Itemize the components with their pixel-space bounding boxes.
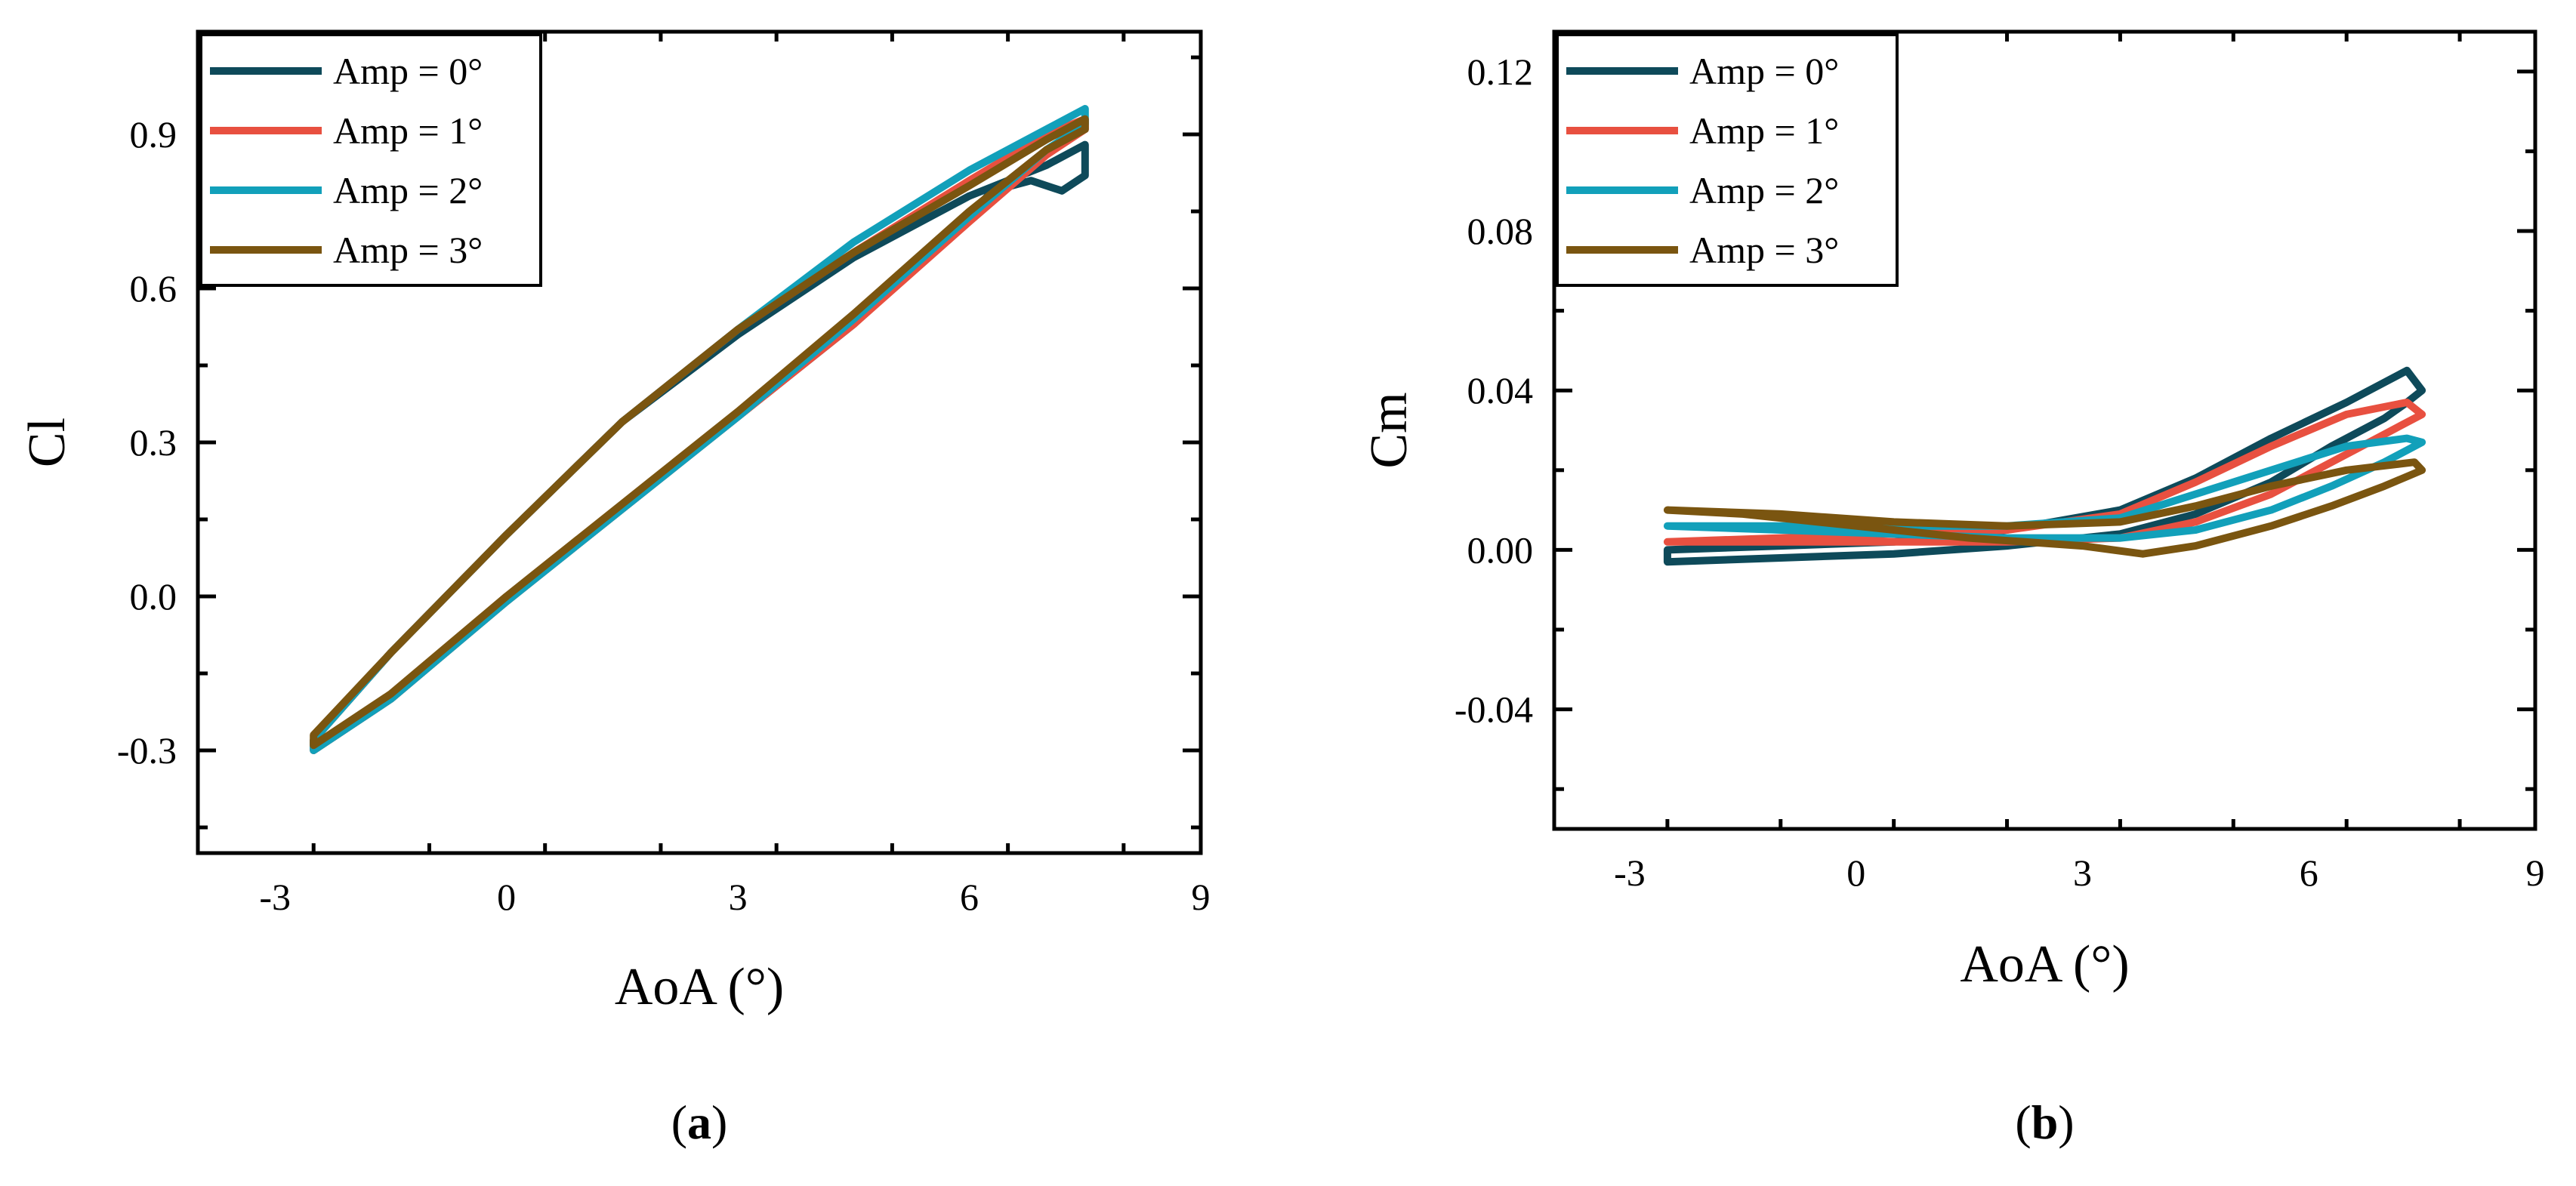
x-tick-label: 6 <box>960 876 979 918</box>
legend-box <box>1556 33 1899 287</box>
y-tick-label: 0.6 <box>130 267 177 310</box>
legend-label-1: Amp = 1° <box>1689 109 1839 152</box>
legend-label-2: Amp = 2° <box>333 169 483 211</box>
panel-label: (b) <box>2015 1095 2074 1149</box>
series-line-3 <box>1663 458 2426 558</box>
x-tick-label: 9 <box>2526 852 2545 894</box>
x-axis-title: AoA (°) <box>1960 935 2129 993</box>
legend-label-3: Amp = 3° <box>333 229 483 271</box>
y-tick-label: -0.04 <box>1455 688 1533 731</box>
panel-label: (a) <box>671 1095 728 1149</box>
chart-panel-b: -3 0 3 6 9 -0.04 0.00 0.04 0.08 0.12 AoA (°) Cm Amp … <box>1360 29 2545 1149</box>
y-tick-label: 0.08 <box>1467 210 1534 252</box>
x-tick-label: 0 <box>497 876 516 918</box>
x-axis-title: AoA (°) <box>615 958 784 1016</box>
y-axis-title: Cm <box>1360 392 1418 468</box>
y-tick-label: 0.3 <box>130 421 177 464</box>
x-tick-label: -3 <box>259 876 291 918</box>
y-tick-label: -0.3 <box>117 729 177 772</box>
y-tick-label: 0.00 <box>1467 528 1534 571</box>
x-tick-label: 9 <box>1192 876 1211 918</box>
x-tick-label: 3 <box>729 876 748 918</box>
y-tick-label: 0.12 <box>1467 51 1534 93</box>
legend-label-1: Amp = 1° <box>333 109 483 152</box>
y-tick-label: 0.0 <box>130 575 177 618</box>
series-line-3 <box>310 115 1089 750</box>
x-tick-label: 0 <box>1846 852 1865 894</box>
legend-label-3: Amp = 3° <box>1689 229 1839 271</box>
legend-box <box>199 33 542 287</box>
plot-frame <box>1552 29 2537 831</box>
legend-label-0: Amp = 0° <box>333 50 483 92</box>
x-tick-label: 3 <box>2073 852 2092 894</box>
legend: Amp = 0° Amp = 1° Amp = 2° Amp = 3° <box>1556 33 1899 287</box>
y-tick-label: 0.04 <box>1467 369 1534 411</box>
legend-label-0: Amp = 0° <box>1689 50 1839 92</box>
x-tick-label: 6 <box>2300 852 2318 894</box>
legend: Amp = 0° Amp = 1° Amp = 2° Amp = 3° <box>199 33 542 287</box>
y-axis-title: Cl <box>18 417 76 467</box>
y-tick-label: 0.9 <box>130 113 177 156</box>
legend-label-2: Amp = 2° <box>1689 169 1839 211</box>
x-tick-label: -3 <box>1614 852 1646 894</box>
